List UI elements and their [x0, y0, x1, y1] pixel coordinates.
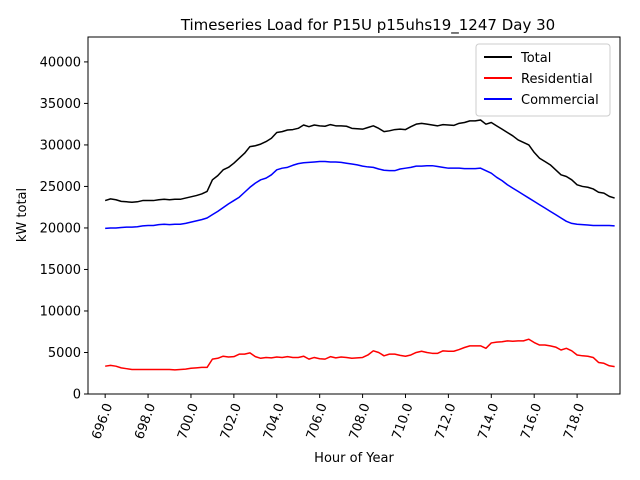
x-tick-label: 696.0: [89, 401, 116, 441]
x-tick-label: 710.0: [390, 401, 417, 441]
x-axis: 696.0 698.0 700.0 702.0 704.0 706.0 708.0 710.0…: [89, 394, 588, 442]
x-tick-label: 702.0: [218, 401, 245, 441]
x-tick-label: 716.0: [518, 401, 545, 441]
x-tick-label: 698.0: [132, 401, 159, 441]
x-axis-title: Hour of Year: [314, 451, 394, 466]
x-tick-label: 706.0: [304, 401, 331, 441]
x-tick-label: 704.0: [261, 401, 288, 441]
y-tick-label: 0: [73, 388, 81, 403]
y-tick-label: 40000: [40, 55, 81, 70]
y-tick-label: 30000: [40, 138, 81, 153]
y-tick-label: 5000: [48, 346, 81, 361]
legend: Total Residential Commercial: [475, 43, 611, 117]
legend-label-total: Total: [520, 51, 551, 66]
series-line-commercial: [105, 160, 615, 230]
x-tick-label: 718.0: [561, 401, 588, 441]
y-axis-title: kW total: [15, 188, 30, 242]
legend-label-residential: Residential: [521, 72, 593, 87]
axes-frame: [87, 36, 621, 395]
x-tick-label: 708.0: [347, 401, 374, 441]
y-tick-label: 15000: [40, 263, 81, 278]
chart-title: Timeseries Load for P15U p15uhs19_1247 D…: [180, 16, 555, 35]
y-tick-label: 20000: [40, 221, 81, 236]
x-tick-label: 714.0: [476, 401, 503, 441]
series-line-total: [104, 119, 615, 203]
series-layer: [104, 119, 615, 371]
y-axis: 0 5000 10000 15000 20000 25000 30000 35000 40000: [40, 55, 88, 403]
y-tick-label: 35000: [40, 97, 81, 112]
series-line-residential: [105, 338, 615, 371]
x-tick-label: 700.0: [175, 401, 202, 441]
legend-label-commercial: Commercial: [521, 93, 599, 108]
y-tick-label: 25000: [40, 180, 81, 195]
y-tick-label: 10000: [40, 304, 81, 319]
x-tick-label: 712.0: [433, 401, 460, 441]
